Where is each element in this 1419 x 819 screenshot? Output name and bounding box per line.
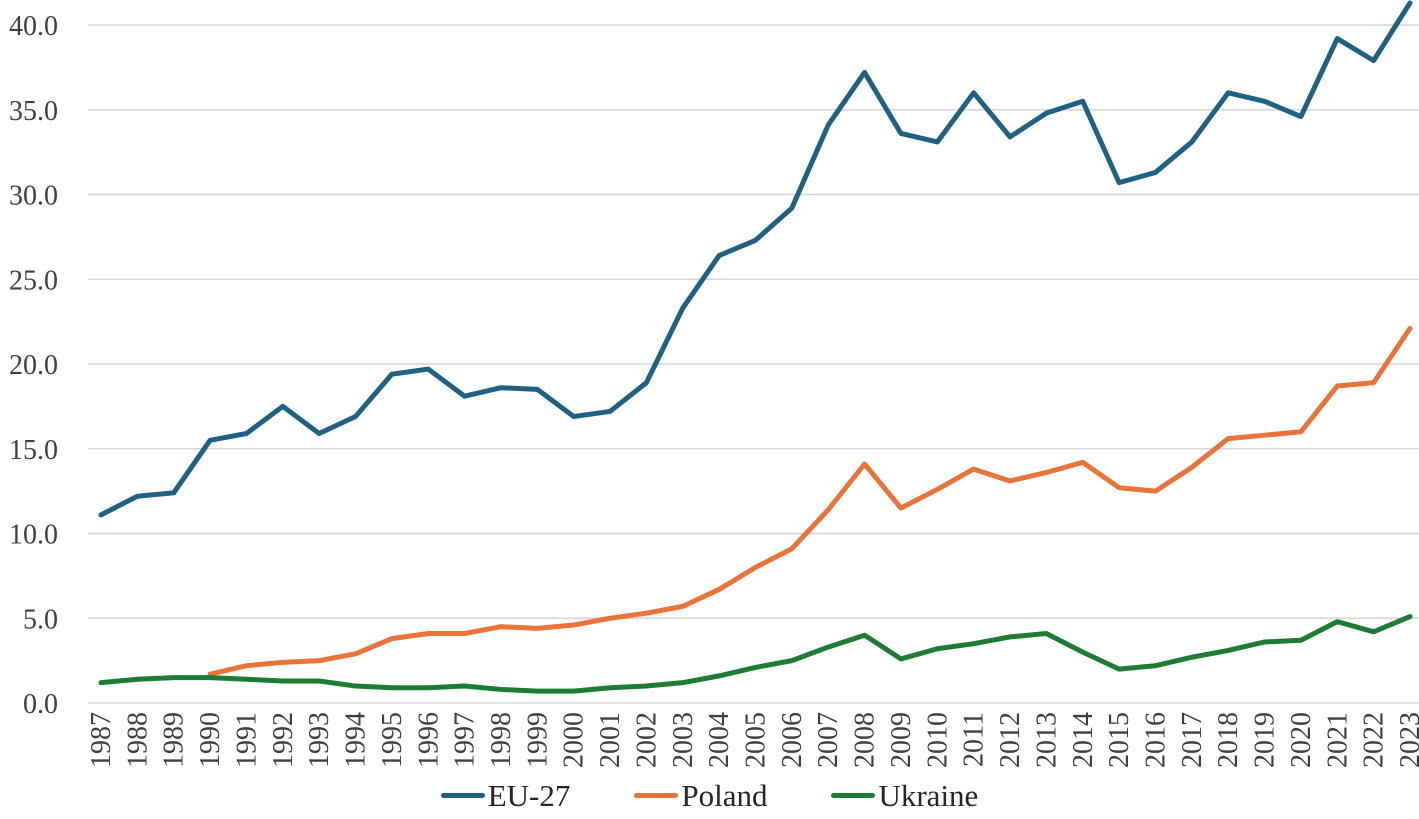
x-tick-label: 1993 <box>304 712 335 768</box>
x-tick-label: 2009 <box>886 712 917 768</box>
x-tick-label: 2014 <box>1068 712 1099 768</box>
x-tick-label: 2019 <box>1250 712 1281 768</box>
x-tick-label: 2003 <box>668 712 699 768</box>
x-tick-label: 1995 <box>377 712 408 768</box>
x-tick-label: 1987 <box>86 712 117 768</box>
y-tick-label: 15.0 <box>9 435 58 466</box>
y-tick-label: 25.0 <box>9 265 58 296</box>
y-tick-label: 35.0 <box>9 96 58 127</box>
x-tick-label: 2018 <box>1213 712 1244 768</box>
x-tick-label: 1988 <box>122 712 153 768</box>
legend-label-ukraine: Ukraine <box>878 777 979 813</box>
legend-item-ukraine: Ukraine <box>831 780 978 811</box>
x-tick-label: 2008 <box>850 712 881 768</box>
legend-label-poland: Poland <box>681 777 768 813</box>
x-tick-label: 1992 <box>268 712 299 768</box>
x-tick-label: 2017 <box>1177 712 1208 768</box>
x-tick-label: 1989 <box>159 712 190 768</box>
x-tick-label: 2020 <box>1286 712 1317 768</box>
x-tick-label: 1996 <box>413 712 444 768</box>
x-tick-label: 2021 <box>1322 712 1353 768</box>
x-tick-label: 1998 <box>486 712 517 768</box>
x-tick-label: 2007 <box>813 712 844 768</box>
eu27-line-swatch <box>440 792 485 798</box>
ukraine-line-swatch <box>831 792 876 798</box>
x-tick-label: 2006 <box>777 712 808 768</box>
x-tick-label: 2000 <box>559 712 590 768</box>
series-line-ukraine <box>98 614 1413 694</box>
x-tick-label: 2005 <box>741 712 772 768</box>
x-tick-label: 2023 <box>1395 712 1419 768</box>
x-tick-label: 2010 <box>922 712 953 768</box>
legend-label-eu27: EU-27 <box>487 777 571 813</box>
y-tick-label: 5.0 <box>23 604 58 635</box>
series-line-poland <box>207 325 1413 677</box>
x-tick-label: 2002 <box>631 712 662 768</box>
y-tick-label: 0.0 <box>23 689 58 720</box>
x-tick-label: 1990 <box>195 712 226 768</box>
legend-item-eu27: EU-27 <box>440 777 571 813</box>
poland-line-swatch <box>634 792 679 798</box>
x-tick-label: 1991 <box>231 712 262 768</box>
y-tick-label: 30.0 <box>9 181 58 212</box>
y-tick-label: 10.0 <box>9 520 58 551</box>
y-tick-label: 40.0 <box>9 11 58 42</box>
x-tick-label: 2012 <box>995 712 1026 768</box>
x-tick-label: 1994 <box>341 712 372 768</box>
x-tick-label: 2022 <box>1359 712 1390 768</box>
legend-item-poland: Poland <box>634 780 767 811</box>
x-tick-label: 1997 <box>450 712 481 768</box>
y-tick-label: 20.0 <box>9 350 58 381</box>
legend: EU-27 Poland Ukraine <box>0 775 1419 815</box>
x-tick-label: 1999 <box>522 712 553 768</box>
x-tick-label: 2013 <box>1031 712 1062 768</box>
x-tick-label: 2001 <box>595 712 626 768</box>
x-tick-label: 2011 <box>959 712 990 767</box>
x-tick-label: 2016 <box>1140 712 1171 768</box>
series-line-eu27 <box>98 0 1413 518</box>
x-tick-label: 2004 <box>704 712 735 768</box>
x-tick-label: 2015 <box>1104 712 1135 768</box>
